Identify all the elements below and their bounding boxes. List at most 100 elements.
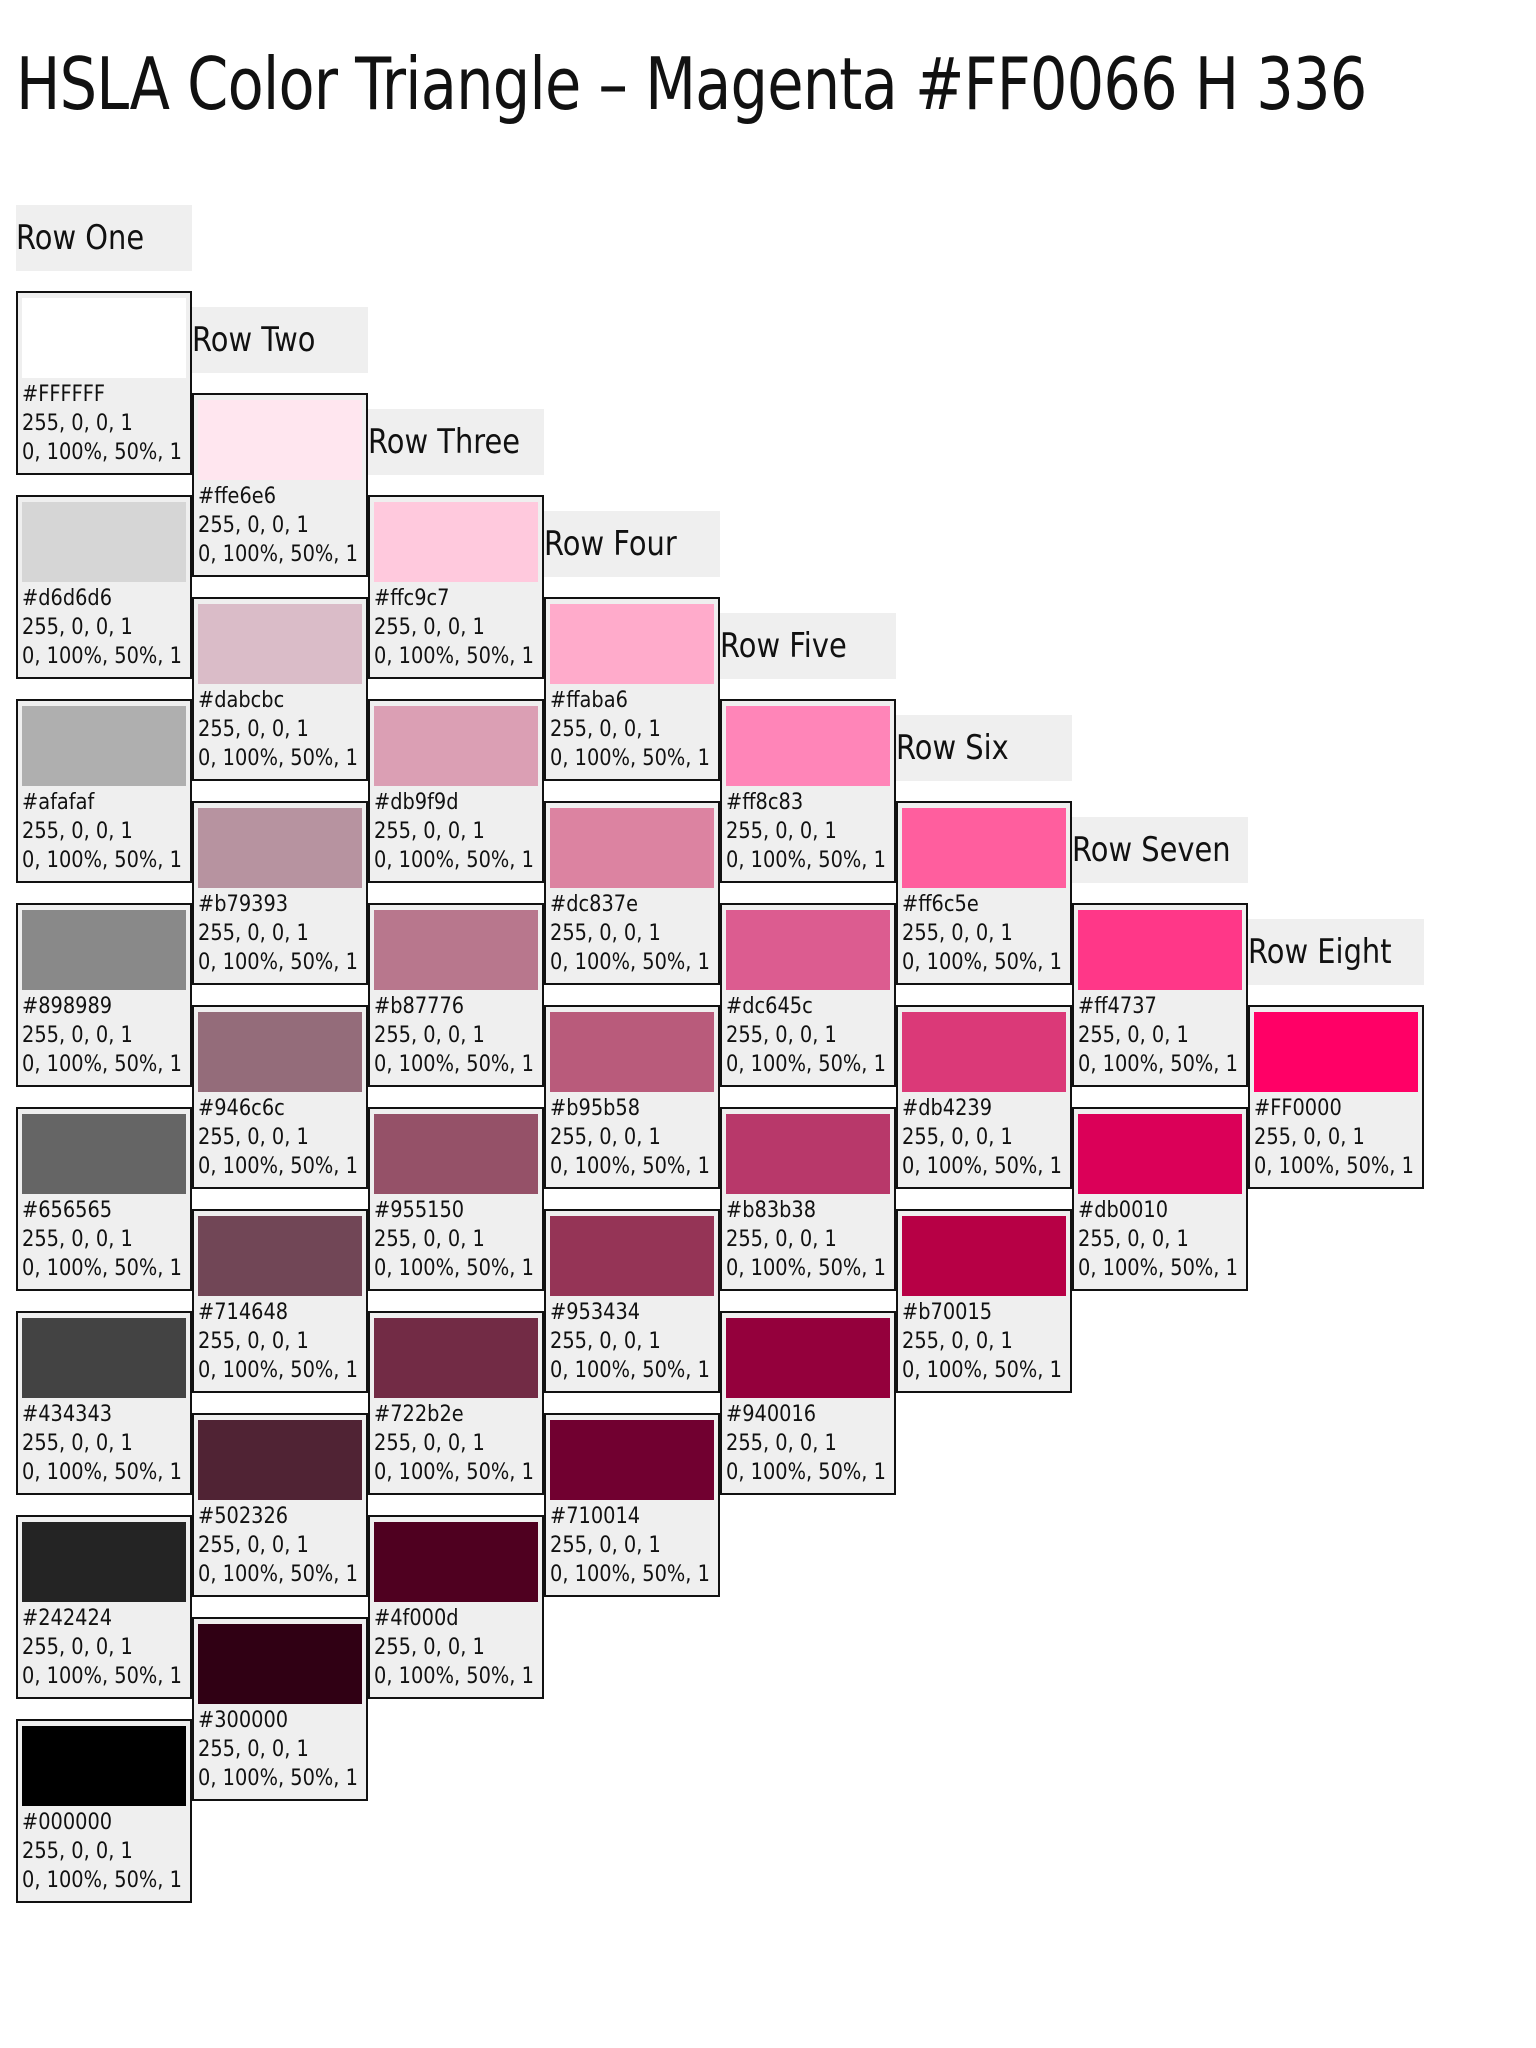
hsla-value: 0, 100%, 50%, 1	[198, 1562, 358, 1587]
color-swatch	[550, 604, 714, 684]
rgba-value: 255, 0, 0, 1	[902, 921, 1013, 946]
color-card: #afafaf 255, 0, 0, 1 0, 100%, 50%, 1	[16, 699, 192, 883]
hsla-value: 0, 100%, 50%, 1	[374, 644, 534, 669]
color-card: #db4239 255, 0, 0, 1 0, 100%, 50%, 1	[896, 1005, 1072, 1189]
color-swatch	[22, 706, 186, 786]
color-card: #ff8c83 255, 0, 0, 1 0, 100%, 50%, 1	[720, 699, 896, 883]
hex-value: #dc645c	[726, 994, 813, 1019]
rgba-value: 255, 0, 0, 1	[726, 1023, 837, 1048]
rgba-value: 255, 0, 0, 1	[198, 1533, 309, 1558]
color-card: #db0010 255, 0, 0, 1 0, 100%, 50%, 1	[1072, 1107, 1248, 1291]
color-swatch	[726, 706, 890, 786]
rgba-value: 255, 0, 0, 1	[374, 1635, 485, 1660]
hsla-value: 0, 100%, 50%, 1	[550, 1154, 710, 1179]
hsla-value: 0, 100%, 50%, 1	[550, 1562, 710, 1587]
color-card: #898989 255, 0, 0, 1 0, 100%, 50%, 1	[16, 903, 192, 1087]
hsla-value: 0, 100%, 50%, 1	[1078, 1256, 1238, 1281]
hex-value: #722b2e	[374, 1402, 464, 1427]
hsla-value: 0, 100%, 50%, 1	[198, 1154, 358, 1179]
hex-value: #b79393	[198, 892, 289, 917]
hex-value: #898989	[22, 994, 113, 1019]
row-header: Row Four	[544, 511, 720, 577]
row-column: Row Five #ff8c83 255, 0, 0, 1 0, 100%, 50%,…	[720, 613, 896, 1495]
color-card: #300000 255, 0, 0, 1 0, 100%, 50%, 1	[192, 1617, 368, 1801]
rgba-value: 255, 0, 0, 1	[198, 717, 309, 742]
hex-value: #b70015	[902, 1300, 993, 1325]
hex-value: #ff4737	[1078, 994, 1157, 1019]
row-column: Row Four #ffaba6 255, 0, 0, 1 0, 100%, 50%,…	[544, 511, 720, 1597]
rgba-value: 255, 0, 0, 1	[550, 1329, 661, 1354]
hex-value: #FF0000	[1254, 1096, 1342, 1121]
color-swatch	[550, 1420, 714, 1500]
hex-value: #946c6c	[198, 1096, 285, 1121]
color-card: #714648 255, 0, 0, 1 0, 100%, 50%, 1	[192, 1209, 368, 1393]
color-swatch	[22, 910, 186, 990]
rgba-value: 255, 0, 0, 1	[726, 819, 837, 844]
hsla-value: 0, 100%, 50%, 1	[726, 1460, 886, 1485]
row-header-label: Row Two	[192, 320, 316, 360]
color-card: #940016 255, 0, 0, 1 0, 100%, 50%, 1	[720, 1311, 896, 1495]
color-swatch	[198, 400, 362, 480]
hsla-value: 0, 100%, 50%, 1	[550, 1358, 710, 1383]
hsla-value: 0, 100%, 50%, 1	[1254, 1154, 1414, 1179]
color-card: #b70015 255, 0, 0, 1 0, 100%, 50%, 1	[896, 1209, 1072, 1393]
rgba-value: 255, 0, 0, 1	[22, 1839, 133, 1864]
rgba-value: 255, 0, 0, 1	[550, 1533, 661, 1558]
row-header: Row Six	[896, 715, 1072, 781]
color-card: #db9f9d 255, 0, 0, 1 0, 100%, 50%, 1	[368, 699, 544, 883]
color-card: #946c6c 255, 0, 0, 1 0, 100%, 50%, 1	[192, 1005, 368, 1189]
color-card: #953434 255, 0, 0, 1 0, 100%, 50%, 1	[544, 1209, 720, 1393]
color-swatch	[198, 1420, 362, 1500]
color-swatch	[550, 808, 714, 888]
hsla-value: 0, 100%, 50%, 1	[198, 1766, 358, 1791]
rgba-value: 255, 0, 0, 1	[198, 921, 309, 946]
hsla-value: 0, 100%, 50%, 1	[22, 1460, 182, 1485]
color-card: #710014 255, 0, 0, 1 0, 100%, 50%, 1	[544, 1413, 720, 1597]
row-column: Row Eight #FF0000 255, 0, 0, 1 0, 100%, 50%…	[1248, 919, 1424, 1189]
row-column: Row One #FFFFFF 255, 0, 0, 1 0, 100%, 50%, …	[16, 205, 192, 1903]
rgba-value: 255, 0, 0, 1	[1254, 1125, 1365, 1150]
rgba-value: 255, 0, 0, 1	[198, 1125, 309, 1150]
hex-value: #4f000d	[374, 1606, 459, 1631]
color-swatch	[374, 706, 538, 786]
hex-value: #db0010	[1078, 1198, 1169, 1223]
color-swatch	[198, 1216, 362, 1296]
color-swatch	[22, 298, 186, 378]
hex-value: #db9f9d	[374, 790, 459, 815]
row-header-label: Row Six	[896, 728, 1009, 768]
color-card: #ff6c5e 255, 0, 0, 1 0, 100%, 50%, 1	[896, 801, 1072, 985]
color-swatch	[22, 1318, 186, 1398]
hex-value: #434343	[22, 1402, 113, 1427]
row-header: Row Two	[192, 307, 368, 373]
hex-value: #ff8c83	[726, 790, 804, 815]
hsla-value: 0, 100%, 50%, 1	[22, 1052, 182, 1077]
color-swatch	[374, 1522, 538, 1602]
color-swatch	[198, 1012, 362, 1092]
color-card: #b95b58 255, 0, 0, 1 0, 100%, 50%, 1	[544, 1005, 720, 1189]
row-header-label: Row Three	[368, 422, 521, 462]
hsla-value: 0, 100%, 50%, 1	[374, 1256, 534, 1281]
hex-value: #ffe6e6	[198, 484, 277, 509]
rgba-value: 255, 0, 0, 1	[550, 1125, 661, 1150]
hsla-value: 0, 100%, 50%, 1	[374, 1460, 534, 1485]
row-header: Row Five	[720, 613, 896, 679]
page-title: HSLA Color Triangle – Magenta #FF0066 H …	[16, 42, 1367, 126]
color-swatch	[374, 502, 538, 582]
color-card: #FF0000 255, 0, 0, 1 0, 100%, 50%, 1	[1248, 1005, 1424, 1189]
hsla-value: 0, 100%, 50%, 1	[198, 950, 358, 975]
row-column: Row Seven #ff4737 255, 0, 0, 1 0, 100%, 50%…	[1072, 817, 1248, 1291]
hex-value: #300000	[198, 1708, 289, 1733]
color-card: #ffe6e6 255, 0, 0, 1 0, 100%, 50%, 1	[192, 393, 368, 577]
hex-value: #714648	[198, 1300, 289, 1325]
hsla-value: 0, 100%, 50%, 1	[726, 848, 886, 873]
hsla-value: 0, 100%, 50%, 1	[22, 848, 182, 873]
color-swatch	[22, 1114, 186, 1194]
color-swatch	[550, 1012, 714, 1092]
hex-value: #dabcbc	[198, 688, 285, 713]
row-column: Row Two #ffe6e6 255, 0, 0, 1 0, 100%, 50%, …	[192, 307, 368, 1801]
row-header-label: Row One	[16, 218, 145, 258]
rgba-value: 255, 0, 0, 1	[22, 1431, 133, 1456]
rgba-value: 255, 0, 0, 1	[22, 1635, 133, 1660]
rgba-value: 255, 0, 0, 1	[1078, 1023, 1189, 1048]
row-header-label: Row Seven	[1072, 830, 1231, 870]
